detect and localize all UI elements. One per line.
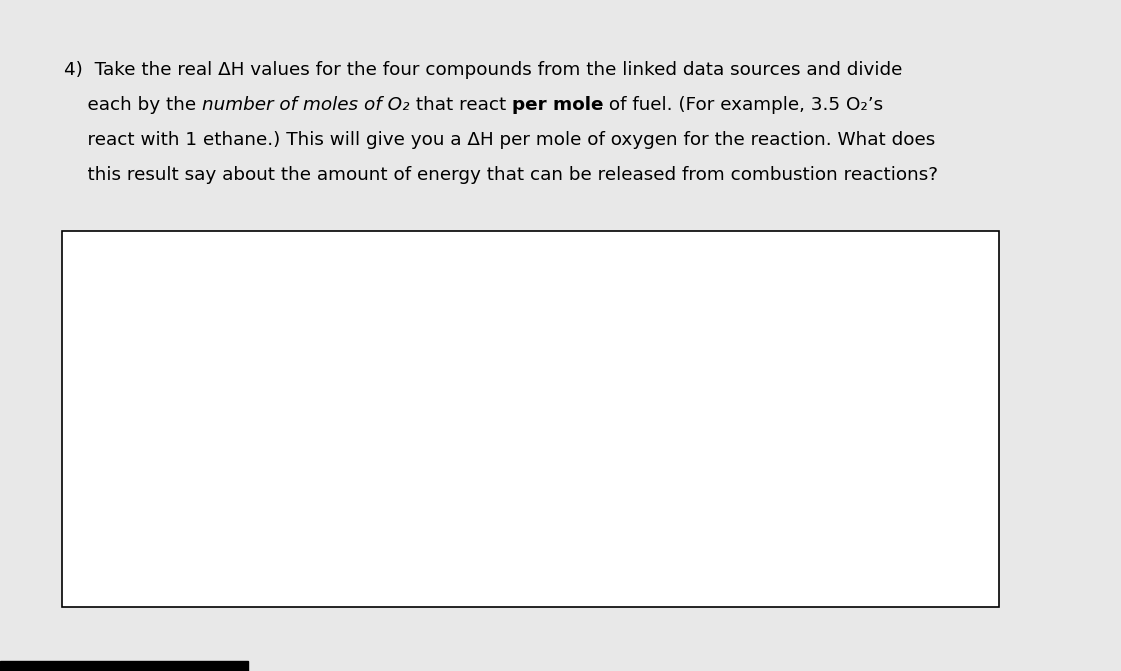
Text: this result say about the amount of energy that can be released from combustion : this result say about the amount of ener… [64,166,938,184]
Text: that react: that react [410,97,512,114]
Text: each by the: each by the [64,97,202,114]
Text: per mole: per mole [512,97,603,114]
Text: number of moles of O₂: number of moles of O₂ [202,97,410,114]
Bar [62,231,999,607]
Text: react with 1 ethane.) This will give you a ΔH per mole of oxygen for the reactio: react with 1 ethane.) This will give you… [64,132,936,149]
Text: of fuel. (For example, 3.5 O₂’s: of fuel. (For example, 3.5 O₂’s [603,97,883,114]
Text: 4)  Take the real ΔH values for the four compounds from the linked data sources : 4) Take the real ΔH values for the four … [64,62,902,79]
